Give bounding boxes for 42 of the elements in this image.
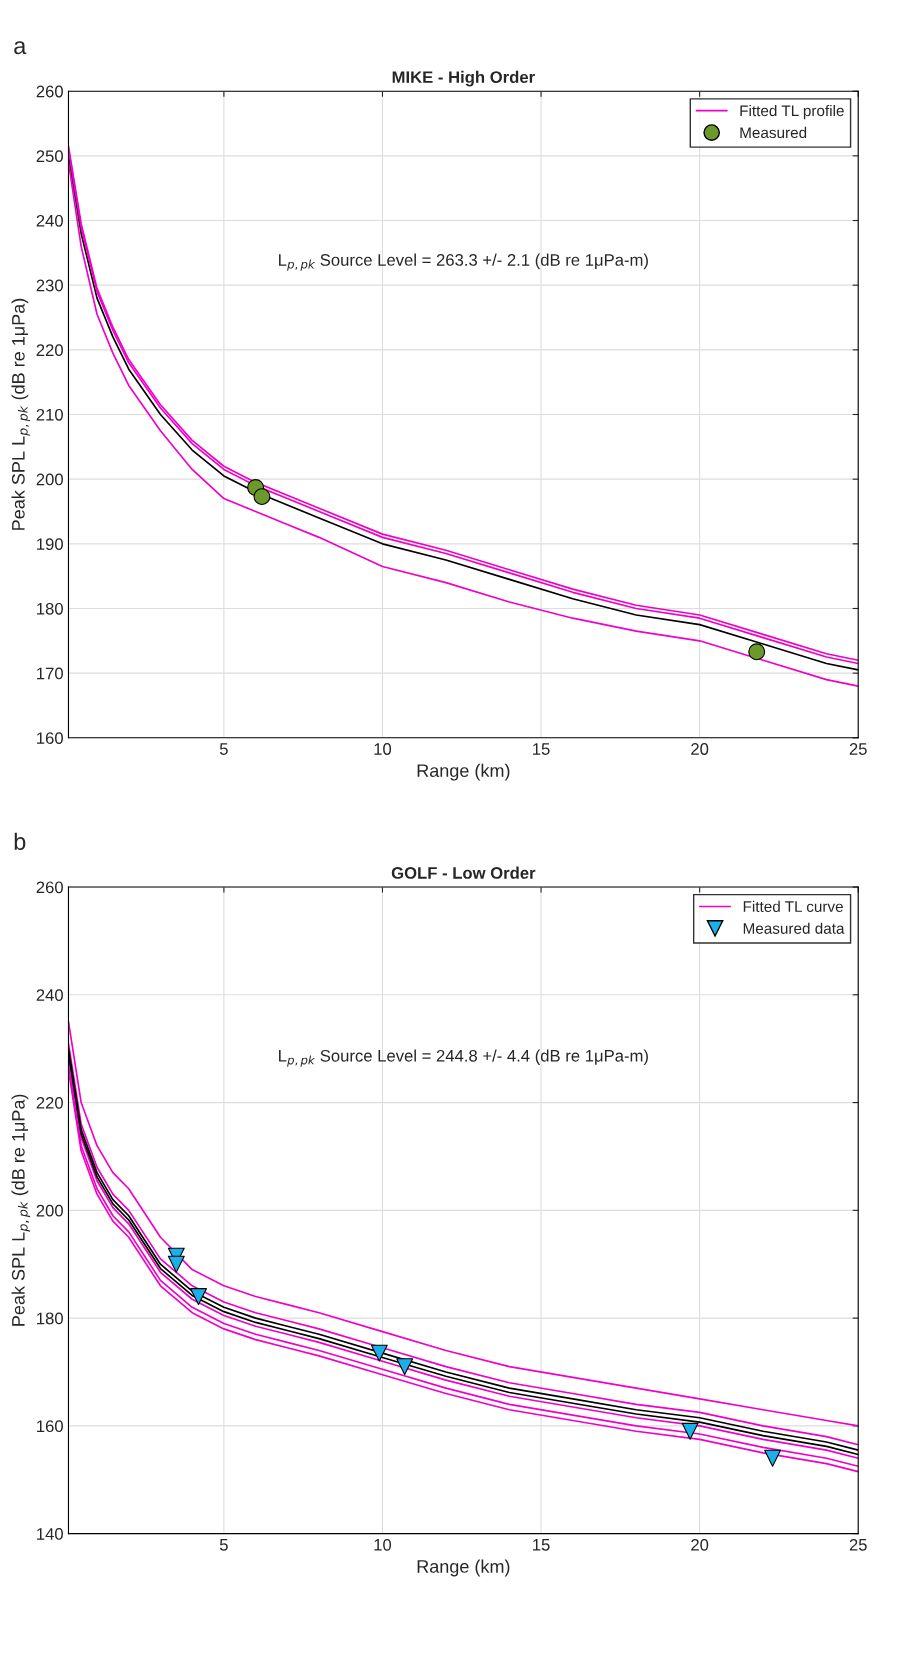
chart-title: GOLF - Low Order [391,866,536,879]
y-tick-label: 140 [37,1528,63,1540]
annotation: L$_{p,pk}$ Source Level = 244.8 +/- 4.4 (dB re 1μPa-m) [279,1049,648,1067]
x-tick-label: 10 [374,743,392,755]
y-tick-label: 260 [36,881,63,894]
x-tick-label: 25 [849,743,867,755]
y-axis-title: Peak SPL L$_{p,pk}$ (dB re 1μPa) [11,298,31,530]
x-tick-label: 5 [219,1539,228,1551]
y-tick-label: 200 [36,1204,63,1217]
x-tick-label: 5 [219,743,228,755]
legend-label: Fitted TL curve [743,900,843,912]
y-tick-label: 220 [36,344,63,357]
x-tick-label: 20 [691,743,709,755]
y-tick-label: 180 [37,602,63,615]
y-tick-label: 260 [36,85,63,98]
y-tick-label: 220 [36,1096,63,1109]
text: a [14,41,27,55]
x-tick-label: 25 [849,1538,867,1551]
y-tick-label: 180 [37,1312,63,1325]
y-tick-label: 250 [36,150,63,163]
y-tick-label: 240 [36,214,63,227]
legend-label: Measured data [743,922,845,934]
y-tick-label: 170 [37,667,63,680]
annotation: L$_{p,pk}$ Source Level = 263.3 +/- 2.1 (dB re 1μPa-m) [279,253,648,271]
legend-label: Fitted TL profile [740,104,844,120]
x-axis-title: Range (km) [417,763,510,781]
chart-title: MIKE - High Order [392,70,535,87]
y-tick-label: 190 [37,538,63,551]
y-tick-label: 240 [36,989,63,1001]
y-tick-label: 230 [36,279,63,292]
x-tick-label: 20 [691,1538,709,1551]
x-tick-label: 15 [533,743,550,755]
legend-label: Measured [740,126,807,139]
x-tick-label: 15 [533,1539,550,1551]
y-tick-label: 160 [37,732,63,745]
y-tick-label: 160 [37,1420,63,1433]
y-axis-title: Peak SPL L$_{p,pk}$ (dB re 1μPa) [11,1094,31,1326]
y-tick-label: 200 [36,473,63,486]
text: b [14,832,26,851]
x-tick-label: 10 [374,1538,392,1551]
y-tick-label: 210 [36,408,63,421]
x-axis-title: Range (km) [417,1559,510,1577]
